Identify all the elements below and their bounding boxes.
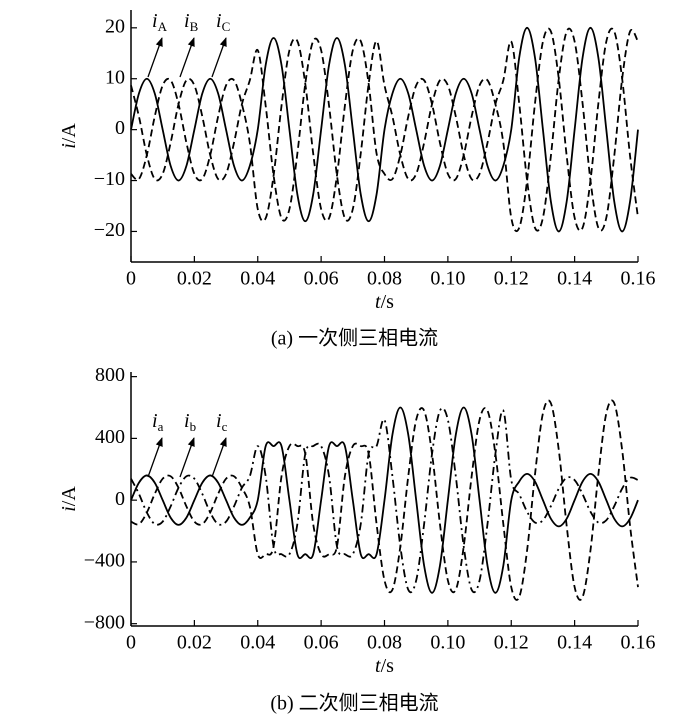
- series-line: [130, 406, 639, 594]
- x-tick-label: 0.02: [177, 268, 212, 290]
- x-tick-label: 0.10: [430, 632, 465, 654]
- x-tick-label: 0.12: [494, 268, 529, 290]
- y-tick-label: −400: [84, 550, 125, 572]
- y-tick-label: 20: [105, 15, 125, 37]
- legend-arrow: [211, 37, 227, 78]
- y-tick-label: −20: [94, 219, 125, 241]
- x-tick-label: 0.04: [240, 632, 275, 654]
- y-tick-label: 800: [95, 364, 125, 386]
- series-line: [130, 27, 639, 233]
- y-tick-label: −800: [84, 611, 125, 633]
- x-tick-label: 0.06: [304, 632, 339, 654]
- x-tick-label: 0.16: [621, 268, 656, 290]
- y-tick-label: 0: [115, 488, 125, 510]
- legend-label: iA: [152, 10, 168, 34]
- x-tick-label: 0.04: [240, 268, 275, 290]
- y-tick-label: 400: [95, 426, 125, 448]
- y-tick-label: −10: [94, 168, 125, 190]
- x-tick-label: 0.08: [367, 632, 402, 654]
- x-tick-label: 0.16: [621, 632, 656, 654]
- legend-arrow: [147, 437, 163, 478]
- series-line: [130, 399, 639, 601]
- y-axis-label: i/A: [58, 123, 80, 149]
- legend-label: iC: [216, 10, 230, 34]
- caption: (a) 一次侧三相电流: [271, 327, 438, 350]
- x-tick-label: 0: [126, 268, 136, 290]
- x-tick-label: 0.10: [430, 268, 465, 290]
- y-tick-label: 10: [105, 66, 125, 88]
- x-axis-label: t/s: [375, 655, 394, 677]
- legend-label: iB: [184, 10, 199, 34]
- series-line: [130, 27, 639, 232]
- x-tick-label: 0.12: [494, 632, 529, 654]
- legend-arrow: [179, 437, 195, 478]
- x-tick-label: 0.14: [557, 632, 592, 654]
- x-tick-label: 0.02: [177, 632, 212, 654]
- legend-label: ib: [184, 410, 196, 434]
- legend-label: ia: [152, 410, 164, 434]
- legend-arrow: [147, 37, 163, 78]
- series-line: [130, 26, 639, 233]
- legend-arrow: [211, 437, 227, 478]
- y-tick-label: 0: [115, 117, 125, 139]
- x-tick-label: 0.14: [557, 268, 592, 290]
- x-tick-label: 0.08: [367, 268, 402, 290]
- x-tick-label: 0: [126, 632, 136, 654]
- y-axis-label: i/A: [58, 486, 80, 512]
- x-tick-label: 0.06: [304, 268, 339, 290]
- x-axis-label: t/s: [375, 291, 394, 313]
- legend-label: ic: [216, 410, 228, 434]
- legend-arrow: [179, 37, 195, 78]
- caption: (b) 二次侧三相电流: [270, 692, 438, 715]
